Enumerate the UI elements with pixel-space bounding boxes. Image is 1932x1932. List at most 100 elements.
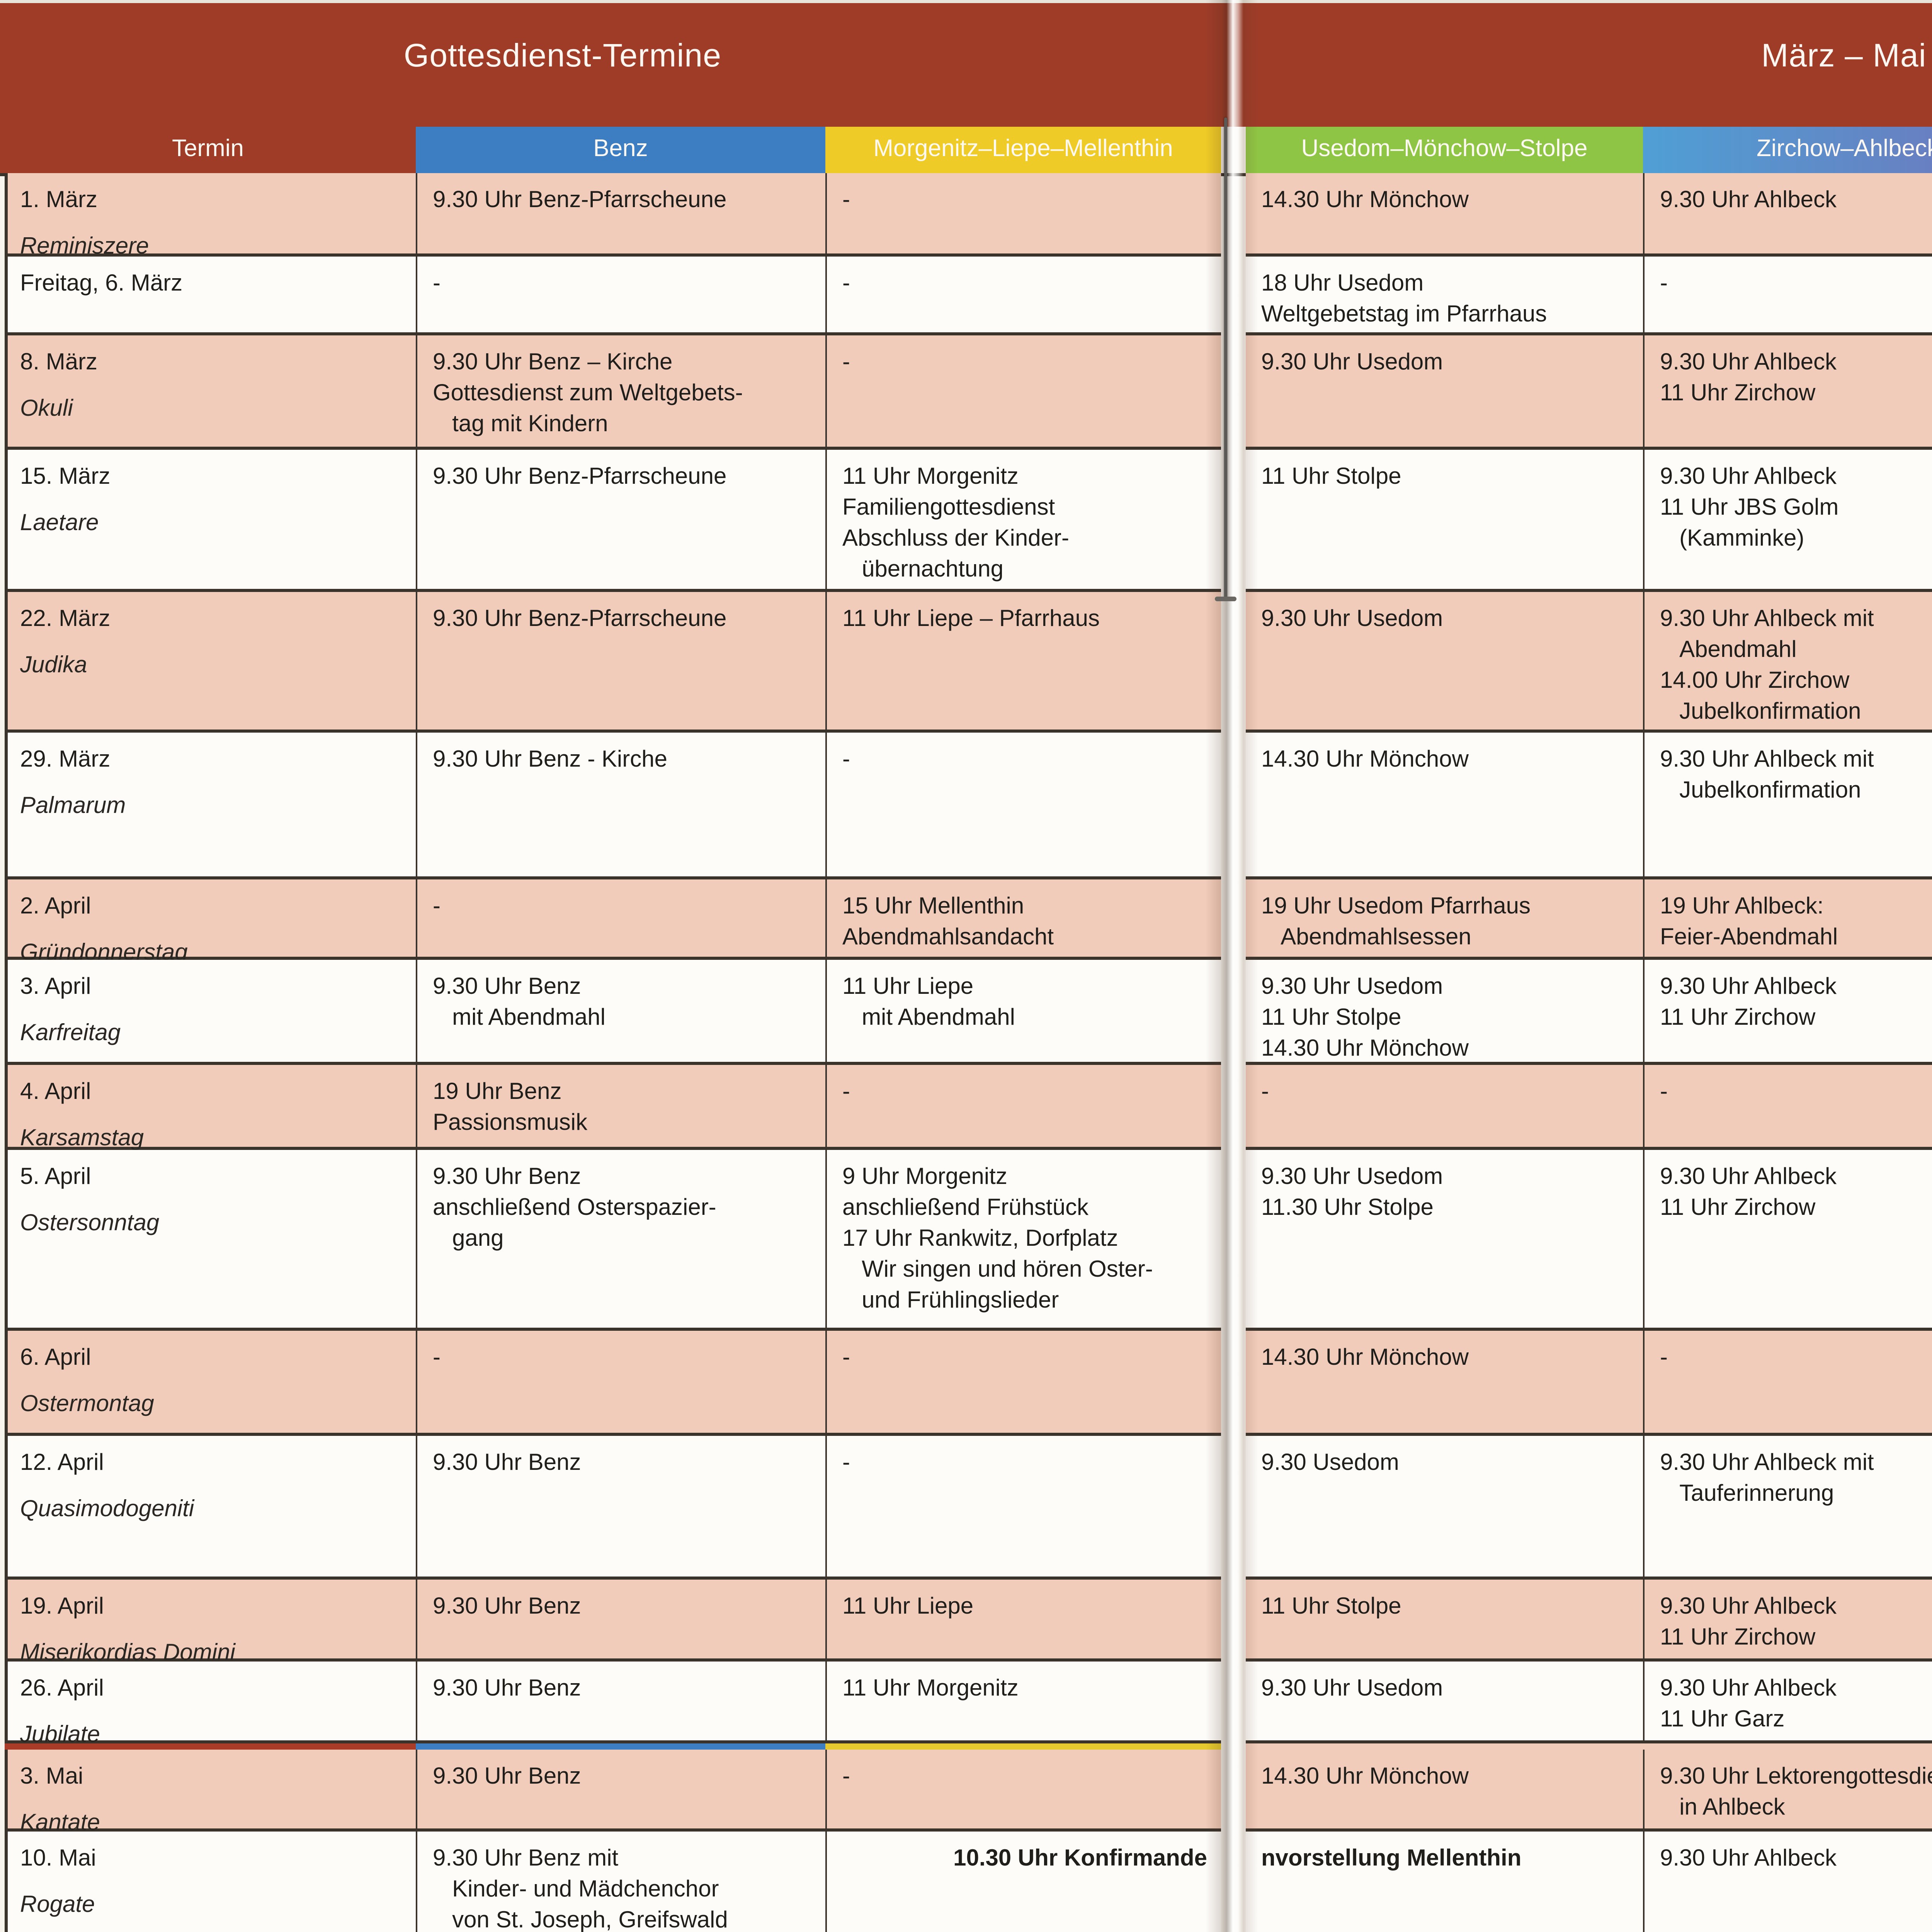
row-date: 3. Mai	[20, 1764, 83, 1790]
table-row: 19. April Miserikordias Domini 9.30 Uhr Be…	[0, 1580, 1932, 1666]
cell-zirchow: 9.30 Uhr Ahlbeck	[1643, 1832, 1932, 1932]
cell-morgenitz: -	[825, 733, 1221, 879]
table-row: Freitag, 6. März - -18 Uhr Usedom Weltgebe…	[0, 257, 1932, 335]
row-feast-name: Palmarum	[20, 793, 126, 819]
row-date: 2. April	[20, 893, 91, 920]
row-background-left-page	[5, 1150, 1221, 1331]
cell-termin: 10. Mai Rogate	[5, 1832, 416, 1932]
cell-benz: -	[416, 257, 825, 335]
cell-benz: -	[416, 1331, 825, 1436]
cell-usedom: -	[1261, 1079, 1269, 1105]
row-date: 10. Mai	[20, 1845, 96, 1872]
cell-zirchow: -	[1643, 257, 1932, 335]
cell-benz: 19 Uhr Benz Passionsmusik	[416, 1065, 825, 1150]
row-date: 26. April	[20, 1675, 104, 1702]
cell-zirchow: 9.30 Uhr Ahlbeck 11 Uhr JBS Golm (Kammin…	[1643, 450, 1932, 592]
row-feast-name: Reminiszere	[20, 233, 149, 260]
table-row: 1. März Reminiszere 9.30 Uhr Benz-Pfarrsch…	[0, 173, 1932, 260]
row-date: 6. April	[20, 1345, 91, 1371]
row-background-right-page	[1246, 1750, 1932, 1832]
cell-termin: 6. April Ostermontag	[5, 1331, 416, 1436]
cell-usedom: 14.30 Uhr Mönchow	[1261, 187, 1469, 213]
row-background-right-page	[1246, 960, 1932, 1065]
schedule-table: 1. März Reminiszere 9.30 Uhr Benz-Pfarrsch…	[0, 173, 1932, 1932]
row-background-left-page	[5, 173, 1221, 257]
cell-zirchow: 9.30 Uhr Ahlbeck 11 Uhr Garz	[1643, 1662, 1932, 1743]
row-date: 8. März	[20, 349, 98, 376]
cell-benz: 9.30 Uhr Benz mit Kinder- und Mädchencho…	[416, 1832, 825, 1932]
cell-zirchow: 9.30 Uhr Ahlbeck	[1643, 173, 1932, 257]
row-date: Freitag, 6. März	[20, 270, 183, 297]
cell-termin: 12. April Quasimodogeniti	[5, 1436, 416, 1580]
cell-zirchow: 9.30 Uhr Ahlbeck 11 Uhr Zirchow	[1643, 1150, 1932, 1331]
row-background-right-page	[1246, 1065, 1932, 1150]
cell-zirchow: -	[1643, 1331, 1932, 1436]
table-row: 5. April Ostersonntag 9.30 Uhr Benz anschl…	[0, 1150, 1932, 1331]
column-header-benz: Benz	[416, 127, 825, 173]
cell-benz: 9.30 Uhr Benz-Pfarrscheune	[416, 450, 825, 592]
cell-termin: 4. April Karsamstag	[5, 1065, 416, 1151]
column-header-morgenitz-liepe-mellenthin: Morgenitz–Liepe–Mellenthin	[825, 127, 1221, 173]
row-background-left-page	[5, 960, 1221, 1065]
cell-termin: 2. April Gründonnerstag	[5, 879, 416, 966]
table-row: 29. März Palmarum 9.30 Uhr Benz - Kirche - 1…	[0, 733, 1932, 879]
row-date: 12. April	[20, 1450, 104, 1476]
row-background-right-page	[1246, 592, 1932, 733]
cell-termin: 8. März Okuli	[5, 335, 416, 450]
row-background-left-page	[5, 1832, 1221, 1932]
page-top-edge	[0, 0, 1932, 3]
page-title-right: März – Mai 2026	[1761, 39, 1932, 74]
cell-usedom: 14.30 Uhr Mönchow	[1261, 747, 1469, 773]
row-feast-name: Okuli	[20, 396, 73, 422]
cell-usedom: 11 Uhr Stolpe	[1261, 1594, 1401, 1620]
cell-zirchow: 9.30 Uhr Ahlbeck 11 Uhr Zirchow	[1643, 960, 1932, 1065]
cell-morgenitz: 11 Uhr Liepe	[825, 1580, 1221, 1662]
row-background-right-page	[1246, 1832, 1932, 1932]
cell-usedom: 9.30 Uhr Usedom 11 Uhr Stolpe 14.30 Uhr …	[1261, 974, 1469, 1062]
row-background-left-page	[5, 1065, 1221, 1150]
row-background-right-page	[1246, 173, 1932, 257]
cell-termin: 19. April Miserikordias Domini	[5, 1580, 416, 1666]
cell-benz: 9.30 Uhr Benz	[416, 1750, 825, 1832]
cell-morgenitz: -	[825, 257, 1221, 335]
cell-morgenitz: -	[825, 335, 1221, 450]
cell-morgenitz: 11 Uhr Liepe mit Abendmahl	[825, 960, 1221, 1065]
table-row: 10. Mai Rogate 9.30 Uhr Benz mit Kinder- u…	[0, 1832, 1932, 1932]
row-feast-name: Quasimodogeniti	[20, 1496, 194, 1522]
cell-zirchow: 9.30 Uhr Ahlbeck mit Tauferinnerung	[1643, 1436, 1932, 1580]
cell-termin: 3. Mai Kantate	[5, 1750, 416, 1836]
table-row: 22. März Judika 9.30 Uhr Benz-Pfarrscheune…	[0, 592, 1932, 733]
cell-zirchow: 9.30 Uhr Ahlbeck 11 Uhr Zirchow	[1643, 335, 1932, 450]
cell-morgenitz: 10.30 Uhr Konfirmande	[825, 1832, 1221, 1932]
row-date: 4. April	[20, 1079, 91, 1105]
row-background-right-page	[1246, 1436, 1932, 1580]
table-row: 4. April Karsamstag 19 Uhr Benz Passionsmu…	[0, 1065, 1932, 1151]
stripe-segment	[825, 1743, 1221, 1750]
row-background-right-page	[1246, 335, 1932, 450]
row-background-right-page	[1246, 257, 1932, 335]
cell-benz: 9.30 Uhr Benz-Pfarrscheune	[416, 173, 825, 257]
cell-morgenitz: 11 Uhr Morgenitz Familiengottesdienst Ab…	[825, 450, 1221, 592]
row-feast-name: Ostermontag	[20, 1391, 154, 1417]
cell-morgenitz: 11 Uhr Liepe – Pfarrhaus	[825, 592, 1221, 733]
stripe-segment	[1246, 1743, 1932, 1750]
row-feast-name: Ostersonntag	[20, 1210, 160, 1236]
header-band: Gottesdienst-Termine März – Mai 2026	[0, 3, 1932, 127]
column-header-termin: Termin	[0, 127, 416, 173]
cell-zirchow: -	[1643, 1065, 1932, 1150]
cell-usedom: 9.30 Uhr Usedom	[1261, 349, 1443, 376]
table-row: 3. April Karfreitag 9.30 Uhr Benz mit Aben…	[0, 960, 1932, 1065]
cell-usedom: 14.30 Uhr Mönchow	[1261, 1345, 1469, 1371]
table-row: 2. April Gründonnerstag -15 Uhr Mellenthin…	[0, 879, 1932, 966]
row-date: 3. April	[20, 974, 91, 1000]
row-date: 1. März	[20, 187, 98, 213]
table-row: 12. April Quasimodogeniti 9.30 Uhr Benz - 9.…	[0, 1436, 1932, 1580]
row-feast-name: Judika	[20, 652, 87, 679]
column-header-zirchow-ahlbeck: Zirchow–Ahlbeck	[1643, 127, 1932, 173]
row-background-left-page	[5, 1662, 1221, 1743]
row-feast-name: Karfreitag	[20, 1020, 121, 1046]
column-header-usedom-moenchow-stolpe: Usedom–Mönchow–Stolpe	[1246, 127, 1643, 173]
row-date: 5. April	[20, 1164, 91, 1190]
